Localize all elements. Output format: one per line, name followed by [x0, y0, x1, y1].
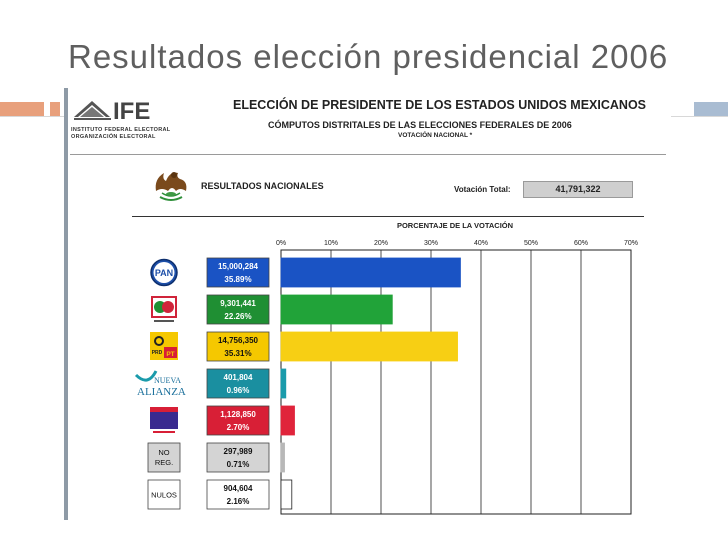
x-tick-label: 60%: [574, 240, 588, 247]
x-tick-label: 50%: [524, 240, 538, 247]
bar: [280, 331, 458, 362]
x-tick-label: 10%: [324, 240, 338, 247]
vote-box: [206, 479, 270, 510]
party-label: PT: [166, 351, 174, 358]
vote-percent-label: 0.71%: [227, 460, 250, 469]
ife-subtitle: INSTITUTO FEDERAL ELECTORAL ORGANIZACIÓN…: [71, 127, 170, 141]
results-heading: RESULTADOS NACIONALES: [201, 181, 324, 191]
chart-title: PORCENTAJE DE LA VOTACIÓN: [397, 221, 513, 230]
vote-percent-label: 2.70%: [227, 423, 250, 432]
report-subtitle: CÓMPUTOS DISTRITALES DE LAS ELECCIONES F…: [268, 120, 572, 130]
bar: [280, 368, 287, 399]
ife-logo-text: IFE: [113, 98, 150, 125]
ife-logo: IFE: [74, 98, 150, 125]
vote-box: [206, 368, 270, 399]
ife-subtitle-line-2: ORGANIZACIÓN ELECTORAL: [71, 134, 156, 140]
party-label-secondary: PRD: [152, 350, 163, 356]
vote-count-label: 15,000,284: [218, 262, 259, 271]
alternativa-logo-icon: [150, 407, 178, 429]
title-rule-left: [0, 102, 44, 116]
vote-percent-label: 35.31%: [224, 349, 251, 358]
bar: [280, 442, 285, 473]
party-label: PAN: [155, 268, 173, 278]
vote-count-label: 401,804: [224, 373, 253, 382]
vote-box: [206, 442, 270, 473]
vote-box: [206, 331, 270, 362]
x-tick-label: 20%: [374, 240, 388, 247]
plot-area: [280, 249, 632, 515]
alternativa-logo-band: [150, 407, 178, 412]
x-tick-label: 70%: [624, 240, 638, 247]
prd-sun-inner: [156, 338, 162, 344]
slide-title: Resultados elección presidencial 2006: [68, 38, 669, 75]
bar: [280, 294, 393, 325]
alianza-logo-circle-2: [162, 301, 174, 313]
vote-count-label: 297,989: [224, 447, 253, 456]
party-label: NUEVA: [154, 376, 181, 385]
mexican-coat-of-arms-icon: [155, 172, 187, 201]
no-registrados-box: [147, 442, 181, 473]
vote-box: [206, 405, 270, 436]
header-rule: [70, 154, 666, 155]
vote-count-label: 904,604: [224, 484, 253, 493]
vote-percent-label: 35.89%: [224, 275, 251, 284]
alternativa-logo-caption: [153, 431, 175, 433]
x-tick-label: 30%: [424, 240, 438, 247]
nulos-box: [147, 479, 181, 510]
bar: [280, 405, 295, 436]
vote-box: [206, 294, 270, 325]
vote-count-label: 1,128,850: [220, 410, 256, 419]
vote-percent-label: 2.16%: [227, 497, 250, 506]
x-tick-label: 0%: [276, 240, 286, 247]
pt-logo-box: [164, 347, 177, 358]
ife-subtitle-line-1: INSTITUTO FEDERAL ELECTORAL: [71, 127, 171, 133]
report-sub-subtitle: VOTACIÓN NACIONAL *: [398, 132, 473, 139]
panel-shadow: [64, 88, 68, 520]
vote-count-label: 14,756,350: [218, 336, 259, 345]
bar: [280, 479, 293, 510]
bar: [280, 257, 461, 288]
party-label: NULOS: [151, 491, 177, 500]
title-rule-left-accent: [50, 102, 60, 116]
title-rule-right: [694, 102, 728, 116]
party-label: NO: [158, 448, 169, 457]
party-label-secondary: ALIANZA: [137, 386, 186, 398]
vote-box: [206, 257, 270, 288]
report-title: ELECCIÓN DE PRESIDENTE DE LOS ESTADOS UN…: [233, 98, 647, 112]
nueva-alianza-swoosh-icon: [134, 370, 158, 382]
x-tick-label: 40%: [474, 240, 488, 247]
party-label-secondary: REG.: [155, 458, 173, 467]
total-votes-value: 41,791,322: [523, 181, 633, 198]
alianza-logo-caption: [154, 320, 174, 322]
vote-count-label: 9,301,441: [220, 299, 256, 308]
total-votes-label: Votación Total:: [454, 185, 511, 194]
pan-logo-ring: [153, 262, 175, 283]
vote-percent-label: 22.26%: [224, 312, 251, 321]
vote-percent-label: 0.96%: [227, 386, 250, 395]
section-rule: [132, 216, 644, 217]
